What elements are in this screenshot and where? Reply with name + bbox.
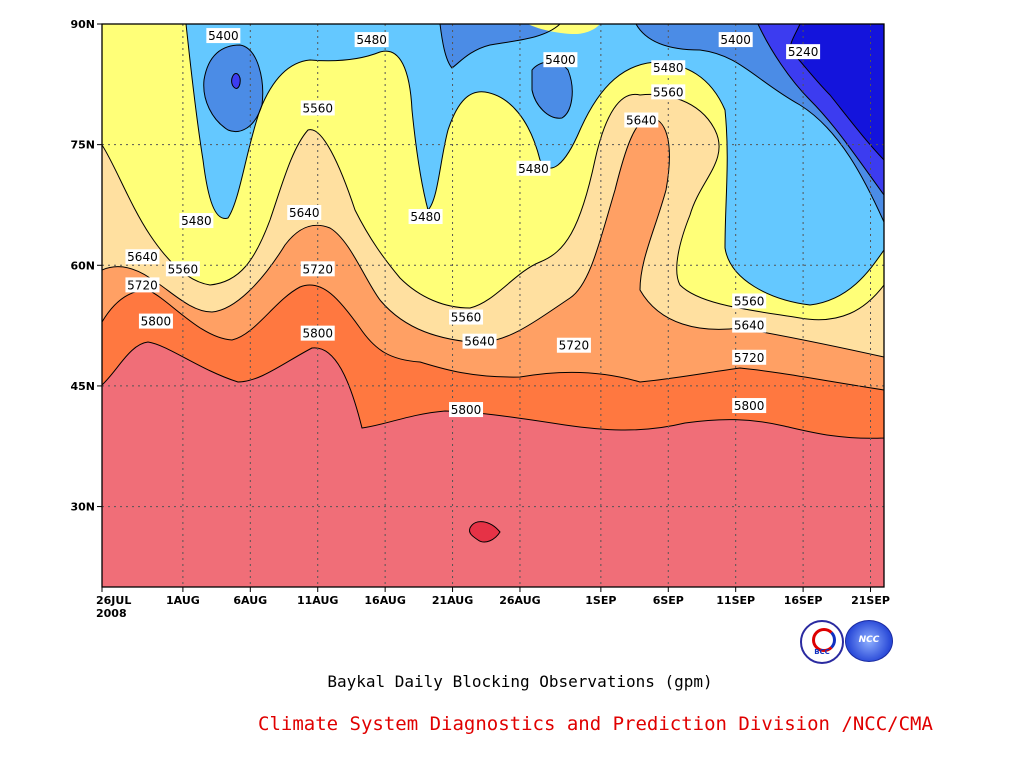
band-5480 bbox=[102, 24, 884, 320]
contour-label: 5640 bbox=[626, 114, 657, 128]
y-tick-label: 45N bbox=[70, 380, 95, 393]
contour-line bbox=[789, 24, 884, 161]
contour-label-bg bbox=[300, 100, 335, 116]
contour-label-bg bbox=[125, 249, 160, 265]
contour-line bbox=[469, 521, 501, 543]
contour-label-bg bbox=[516, 160, 551, 176]
contour-line bbox=[102, 24, 884, 391]
contour-label-bg bbox=[300, 325, 335, 341]
contour-line bbox=[102, 24, 884, 439]
contour-label: 5720 bbox=[734, 351, 765, 365]
contour-label: 5480 bbox=[653, 61, 684, 75]
contour-label-bg bbox=[718, 32, 753, 48]
contour-label: 5480 bbox=[518, 162, 549, 176]
contour-label-bg bbox=[651, 84, 686, 100]
y-tick-label: 60N bbox=[70, 259, 95, 272]
contour-label: 5800 bbox=[451, 403, 482, 417]
plot-frame bbox=[101, 23, 885, 588]
contour-line bbox=[102, 24, 884, 358]
contour-label-bg bbox=[138, 313, 173, 329]
ncc-logo: NCC bbox=[845, 620, 893, 662]
x-tick-label: 6SEP bbox=[653, 594, 684, 607]
contour-label: 5720 bbox=[127, 278, 158, 292]
contour-label: 5640 bbox=[464, 335, 495, 349]
chart-title: Baykal Daily Blocking Observations (gpm) bbox=[327, 672, 713, 691]
contour-label-bg bbox=[165, 261, 200, 277]
ncc-text-mark: NCC bbox=[858, 635, 880, 645]
y-axis: 30N 45N 60N 75N 90N bbox=[70, 18, 102, 514]
x-tick-label: 21AUG bbox=[432, 594, 473, 607]
band-5560-top bbox=[528, 24, 600, 34]
x-tick-label: 16AUG bbox=[364, 594, 405, 607]
contour-label: 5640 bbox=[289, 206, 320, 220]
contour-label: 5480 bbox=[356, 33, 387, 47]
contour-label: 5800 bbox=[734, 399, 765, 413]
contour-label: 5720 bbox=[559, 339, 590, 353]
x-tick-label: 1SEP bbox=[585, 594, 616, 607]
contour-label-bg bbox=[449, 402, 484, 418]
contour-label-bg bbox=[179, 213, 214, 229]
contour-label: 5720 bbox=[302, 262, 333, 276]
contour-label-bg bbox=[354, 32, 389, 48]
y-tick-label: 90N bbox=[70, 18, 95, 31]
y-tick-label: 75N bbox=[70, 139, 95, 152]
x-tick-label: 16SEP bbox=[784, 594, 823, 607]
bcc-text-mark: BCC bbox=[814, 648, 830, 656]
contour-label: 5560 bbox=[168, 262, 199, 276]
contour-line bbox=[203, 24, 884, 223]
contour-label: 5400 bbox=[208, 29, 239, 43]
contour-lines bbox=[102, 24, 884, 543]
contour-label-bg bbox=[732, 293, 767, 309]
contour-label: 5640 bbox=[127, 250, 158, 264]
contour-label: 5400 bbox=[720, 33, 751, 47]
x-tick-label: 6AUG bbox=[233, 594, 267, 607]
contour-label: 5240 bbox=[788, 45, 819, 59]
x-tick-label: 1AUG bbox=[166, 594, 200, 607]
x-tick-label: 26JUL bbox=[96, 594, 131, 607]
contour-label-bg bbox=[287, 205, 322, 221]
credit-line: Climate System Diagnostics and Predictio… bbox=[258, 713, 933, 735]
contour-label-bg bbox=[449, 309, 484, 325]
contour-label: 5560 bbox=[653, 85, 684, 99]
contour-label-bg bbox=[462, 333, 497, 349]
contour-label-bg bbox=[786, 44, 821, 60]
contour-label: 5400 bbox=[545, 53, 576, 67]
contour-label-bg bbox=[125, 277, 160, 293]
contour-label-bg bbox=[624, 112, 659, 128]
contour-label-bg bbox=[556, 337, 591, 353]
contour-line bbox=[102, 24, 884, 321]
bcc-logo: BCC bbox=[800, 620, 844, 664]
contour-fills bbox=[102, 24, 884, 587]
contour-label: 5560 bbox=[302, 101, 333, 115]
contour-label-bg bbox=[732, 349, 767, 365]
x-tick-year: 2008 bbox=[96, 607, 127, 620]
contour-line bbox=[231, 24, 884, 196]
contour-label-bg bbox=[300, 261, 335, 277]
contour-label-bg bbox=[408, 209, 443, 225]
contour-label: 5560 bbox=[734, 294, 765, 308]
contour-label: 5800 bbox=[302, 327, 333, 341]
contour-label-bg bbox=[543, 52, 578, 68]
contour-line bbox=[185, 24, 884, 306]
contour-label: 5480 bbox=[181, 214, 212, 228]
contour-label-bg bbox=[206, 28, 241, 44]
band-5880 bbox=[469, 521, 500, 543]
contour-label-bg bbox=[732, 317, 767, 333]
x-tick-label: 11SEP bbox=[716, 594, 755, 607]
contour-label: 5640 bbox=[734, 319, 765, 333]
contour-label-bg bbox=[651, 60, 686, 76]
bcc-swirl-icon bbox=[812, 628, 836, 652]
contour-labels: 5400 5480 5400 5480 5400 5240 5560 5560 5640 5480… bbox=[125, 28, 821, 418]
x-tick-label: 11AUG bbox=[297, 594, 338, 607]
grid-lines bbox=[102, 24, 884, 587]
contour-label: 5560 bbox=[451, 311, 482, 325]
x-tick-label: 21SEP bbox=[851, 594, 890, 607]
contour-label: 5480 bbox=[410, 210, 441, 224]
contour-label: 5800 bbox=[141, 315, 172, 329]
contour-label-bg bbox=[732, 398, 767, 414]
x-tick-label: 26AUG bbox=[499, 594, 540, 607]
y-tick-label: 30N bbox=[70, 501, 95, 514]
